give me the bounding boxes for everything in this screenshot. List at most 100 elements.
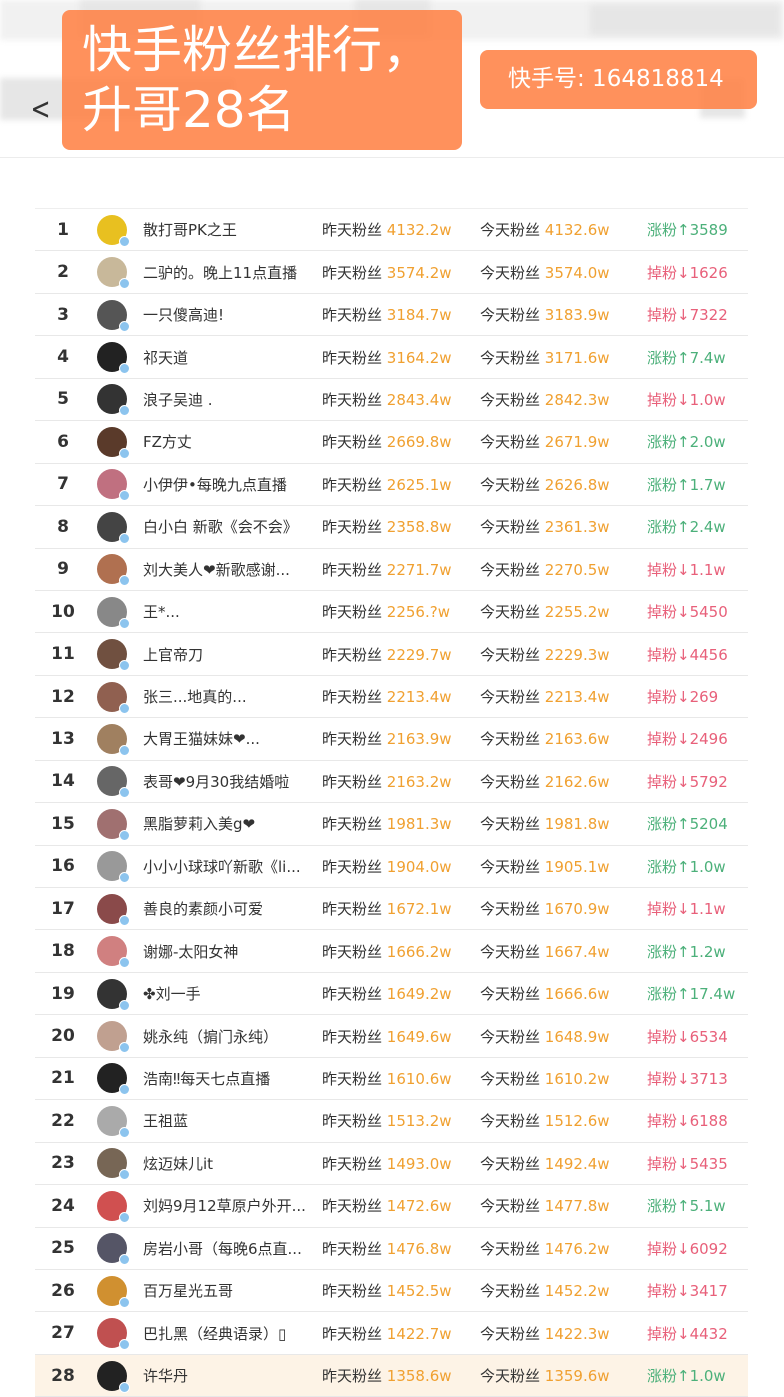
avatar[interactable]: [97, 1318, 130, 1351]
avatar[interactable]: [97, 554, 130, 587]
user-name[interactable]: ✤刘一手: [143, 985, 201, 1004]
table-row[interactable]: 1 散打哥PK之王 昨天粉丝 4132.2w 今天粉丝 4132.6w 涨粉↑3…: [35, 209, 748, 252]
user-name[interactable]: 上官帝刀: [143, 645, 204, 664]
avatar[interactable]: [97, 851, 130, 884]
user-name[interactable]: 房岩小哥（每晚6点直...: [143, 1239, 302, 1258]
today-label: 今天粉丝: [480, 306, 541, 325]
user-name[interactable]: 白小白 新歌《会不会》: [143, 518, 298, 537]
avatar[interactable]: [97, 639, 130, 672]
table-row[interactable]: 15 黑脂萝莉入美g❤ 昨天粉丝 1981.3w 今天粉丝 1981.8w 涨粉…: [35, 803, 748, 846]
avatar[interactable]: [97, 596, 130, 629]
user-name[interactable]: 黑脂萝莉入美g❤: [143, 815, 256, 834]
table-row[interactable]: 28 许华丹 昨天粉丝 1358.6w 今天粉丝 1359.6w 涨粉↑1.0w: [35, 1354, 748, 1397]
table-row[interactable]: 9 刘大美人❤新歌感谢... 昨天粉丝 2271.7w 今天粉丝 2270.5w…: [35, 549, 748, 591]
table-row[interactable]: 17 善良的素颜小可爱 昨天粉丝 1672.1w 今天粉丝 1670.9w 掉粉…: [35, 888, 748, 931]
user-name[interactable]: 二驴的。晚上11点直播: [143, 263, 298, 282]
user-name[interactable]: 善良的素颜小可爱: [143, 900, 264, 919]
today-label: 今天粉丝: [480, 1069, 541, 1088]
avatar[interactable]: [97, 384, 130, 417]
today-value: 1905.1w: [544, 857, 610, 876]
user-name[interactable]: 张三...地真的...: [143, 688, 247, 707]
table-row[interactable]: 23 炫迈妹儿it 昨天粉丝 1493.0w 今天粉丝 1492.4w 掉粉↓5…: [35, 1143, 748, 1186]
table-row[interactable]: 24 刘妈9月12草原户外开... 昨天粉丝 1472.6w 今天粉丝 1477…: [35, 1185, 748, 1228]
avatar[interactable]: [97, 214, 130, 247]
table-row[interactable]: 14 表哥❤9月30我结婚啦 昨天粉丝 2163.2w 今天粉丝 2162.6w…: [35, 761, 748, 804]
table-row[interactable]: 19 ✤刘一手 昨天粉丝 1649.2w 今天粉丝 1666.6w 涨粉↑17.…: [35, 973, 748, 1016]
user-name[interactable]: 王*...: [143, 603, 180, 622]
user-name[interactable]: 一只傻高迪!: [143, 306, 225, 325]
fan-change: 掉粉↓6534: [647, 1026, 728, 1047]
avatar[interactable]: [97, 1063, 130, 1096]
avatar[interactable]: [97, 681, 130, 714]
avatar[interactable]: [97, 1148, 130, 1181]
table-row[interactable]: 27 巴扎黑（经典语录）▯ 昨天粉丝 1422.7w 今天粉丝 1422.3w …: [35, 1312, 748, 1355]
table-row[interactable]: 6 FZ方丈 昨天粉丝 2669.8w 今天粉丝 2671.9w 涨粉↑2.0w: [35, 421, 748, 464]
table-row[interactable]: 20 姚永纯（掮门永纯） 昨天粉丝 1649.6w 今天粉丝 1648.9w 掉…: [35, 1015, 748, 1058]
avatar[interactable]: [97, 936, 130, 969]
user-name[interactable]: 浩南‼每天七点直播: [143, 1069, 271, 1088]
user-name[interactable]: 表哥❤9月30我结婚啦: [143, 772, 290, 791]
avatar[interactable]: [97, 893, 130, 926]
user-name[interactable]: 刘妈9月12草原户外开...: [143, 1197, 306, 1216]
user-name[interactable]: 百万星光五哥: [143, 1282, 234, 1301]
yesterday-fans: 昨天粉丝 1649.2w: [322, 983, 452, 1004]
avatar[interactable]: [97, 342, 130, 375]
table-row[interactable]: 8 白小白 新歌《会不会》 昨天粉丝 2358.8w 今天粉丝 2361.3w …: [35, 506, 748, 549]
user-name[interactable]: 炫迈妹儿it: [143, 1154, 214, 1173]
rank: 23: [51, 1153, 75, 1174]
table-row[interactable]: 16 小小小球球吖新歌《li... 昨天粉丝 1904.0w 今天粉丝 1905…: [35, 846, 748, 888]
avatar[interactable]: [97, 808, 130, 841]
avatar[interactable]: [97, 469, 130, 502]
user-name[interactable]: FZ方丈: [143, 433, 192, 452]
table-row[interactable]: 4 祁天道 昨天粉丝 3164.2w 今天粉丝 3171.6w 涨粉↑7.4w: [35, 336, 748, 379]
yesterday-fans: 昨天粉丝 1981.3w: [322, 813, 452, 834]
avatar[interactable]: [97, 257, 130, 290]
table-row[interactable]: 25 房岩小哥（每晚6点直... 昨天粉丝 1476.8w 今天粉丝 1476.…: [35, 1228, 748, 1270]
user-name[interactable]: 王祖蓝: [143, 1112, 189, 1131]
user-name[interactable]: 姚永纯（掮门永纯）: [143, 1027, 279, 1046]
rank: 12: [51, 686, 75, 707]
avatar[interactable]: [97, 723, 130, 756]
table-row[interactable]: 26 百万星光五哥 昨天粉丝 1452.5w 今天粉丝 1452.2w 掉粉↓3…: [35, 1270, 748, 1313]
table-row[interactable]: 5 浪子吴迪 . 昨天粉丝 2843.4w 今天粉丝 2842.3w 掉粉↓1.…: [35, 379, 748, 422]
avatar[interactable]: [97, 299, 130, 332]
avatar[interactable]: [97, 1275, 130, 1308]
user-name[interactable]: 浪子吴迪 .: [143, 390, 213, 409]
avatar[interactable]: [97, 766, 130, 799]
user-name[interactable]: 大胃王猫妹妹❤...: [143, 730, 260, 749]
table-row[interactable]: 22 王祖蓝 昨天粉丝 1513.2w 今天粉丝 1512.6w 掉粉↓6188: [35, 1100, 748, 1143]
today-label: 今天粉丝: [480, 645, 541, 664]
table-row[interactable]: 18 谢娜-太阳女神 昨天粉丝 1666.2w 今天粉丝 1667.4w 涨粉↑…: [35, 930, 748, 973]
user-name[interactable]: 刘大美人❤新歌感谢...: [143, 560, 290, 579]
table-row[interactable]: 7 小伊伊•每晚九点直播 昨天粉丝 2625.1w 今天粉丝 2626.8w 涨…: [35, 464, 748, 507]
avatar[interactable]: [97, 978, 130, 1011]
table-row[interactable]: 2 二驴的。晚上11点直播 昨天粉丝 3574.2w 今天粉丝 3574.0w …: [35, 251, 748, 294]
avatar[interactable]: [97, 511, 130, 544]
table-row[interactable]: 11 上官帝刀 昨天粉丝 2229.7w 今天粉丝 2229.3w 掉粉↓445…: [35, 633, 748, 676]
user-name[interactable]: 散打哥PK之王: [143, 221, 237, 240]
table-row[interactable]: 21 浩南‼每天七点直播 昨天粉丝 1610.6w 今天粉丝 1610.2w 掉…: [35, 1058, 748, 1101]
today-fans: 今天粉丝 4132.6w: [480, 219, 610, 240]
avatar[interactable]: [97, 426, 130, 459]
avatar[interactable]: [97, 1233, 130, 1266]
yesterday-label: 昨天粉丝: [322, 518, 383, 537]
table-row[interactable]: 12 张三...地真的... 昨天粉丝 2213.4w 今天粉丝 2213.4w…: [35, 676, 748, 719]
user-name[interactable]: 许华丹: [143, 1367, 189, 1386]
today-value: 3574.0w: [544, 263, 610, 282]
avatar[interactable]: [97, 1105, 130, 1138]
avatar[interactable]: [97, 1021, 130, 1054]
chevron-left-icon[interactable]: <: [30, 92, 51, 127]
table-row[interactable]: 13 大胃王猫妹妹❤... 昨天粉丝 2163.9w 今天粉丝 2163.6w …: [35, 718, 748, 761]
user-name[interactable]: 小伊伊•每晚九点直播: [143, 475, 287, 494]
user-name[interactable]: 祁天道: [143, 348, 189, 367]
user-name[interactable]: 谢娜-太阳女神: [143, 942, 239, 961]
table-row[interactable]: 10 王*... 昨天粉丝 2256.?w 今天粉丝 2255.2w 掉粉↓54…: [35, 591, 748, 634]
avatar[interactable]: [97, 1360, 130, 1393]
user-name[interactable]: 巴扎黑（经典语录）▯: [143, 1324, 287, 1343]
user-name[interactable]: 小小小球球吖新歌《li...: [143, 857, 301, 876]
avatar[interactable]: [97, 1190, 130, 1223]
yesterday-label: 昨天粉丝: [322, 1282, 383, 1301]
table-row[interactable]: 3 一只傻高迪! 昨天粉丝 3184.7w 今天粉丝 3183.9w 掉粉↓73…: [35, 294, 748, 337]
today-value: 1422.3w: [544, 1324, 610, 1343]
today-label: 今天粉丝: [480, 985, 541, 1004]
